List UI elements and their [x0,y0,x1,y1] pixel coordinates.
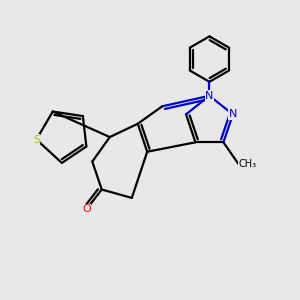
Text: CH₃: CH₃ [238,159,256,169]
Text: N: N [229,109,237,119]
Text: S: S [33,134,40,145]
Text: N: N [205,91,214,101]
Text: O: O [82,204,91,214]
